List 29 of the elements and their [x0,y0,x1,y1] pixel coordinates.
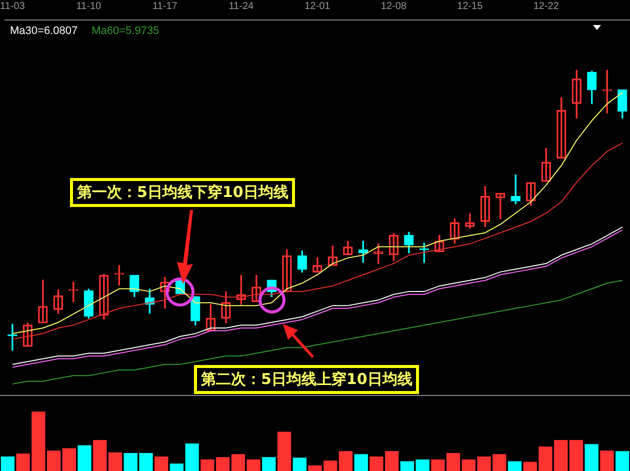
bar [615,451,630,471]
bar [292,458,306,471]
bar [0,456,15,471]
x-tick-label: 12-08 [380,0,407,12]
x-tick-label: 12-01 [304,0,331,12]
text: Ma60=5.9735 [92,25,160,37]
bar [569,440,584,471]
bar [93,440,107,471]
x-tick-label: 12-22 [533,0,560,12]
bar [354,454,368,471]
text: 第二次：5日均线上穿10日均线 [194,365,420,394]
x-tick-label: 11-10 [76,0,102,12]
text: Ma30=6.0807 [10,25,78,37]
x-tick-label: 11-24 [228,0,254,12]
bar [277,432,292,471]
bar [78,445,92,471]
x-tick-label: 12-15 [457,0,484,12]
annotation: 第一次：5日均线下穿10日均线 [70,178,296,207]
bar [154,456,168,471]
bar [46,450,61,471]
x-tick-label: 11-17 [152,0,178,12]
bar [338,451,353,471]
x-tick-label: 11-03 [0,0,26,12]
bar [584,444,598,471]
bar [62,448,76,471]
bar [508,461,522,471]
bar [262,457,276,471]
bar [600,450,614,471]
bar [108,452,122,471]
